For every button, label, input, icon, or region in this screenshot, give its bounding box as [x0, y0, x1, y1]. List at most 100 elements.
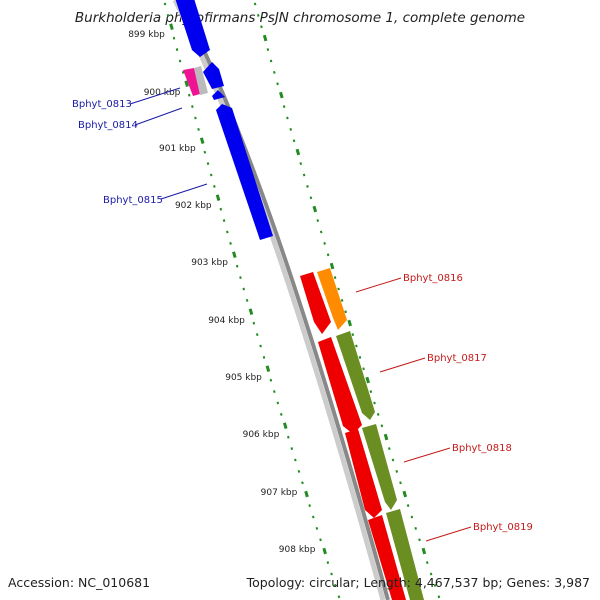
ruler-major-tick: [329, 262, 335, 270]
ruler-major-tick: [282, 422, 288, 429]
ruler-dot: [311, 515, 315, 519]
backbone-shadow: [172, 0, 386, 600]
gene-label-bphyt-0817[interactable]: Bphyt_0817: [427, 353, 487, 364]
ruler-dot: [414, 526, 417, 530]
gene-label-bphyt-0814[interactable]: Bphyt_0814: [78, 120, 138, 131]
ruler-major-tick: [295, 148, 301, 156]
ruler-label: 903 kbp: [191, 258, 228, 268]
ruler-dot: [256, 13, 260, 17]
gene-label-layer: Bphyt_0813 Bphyt_0814 Bphyt_0815 Bphyt_0…: [72, 87, 533, 542]
leader-line: [134, 107, 183, 126]
ruler-major-tick: [279, 91, 284, 99]
gene-olive-1[interactable]: [336, 331, 375, 420]
ruler-major-tick: [215, 194, 221, 201]
ruler-major-tick: [262, 34, 268, 42]
gene-olive-3[interactable]: [386, 509, 424, 600]
gene-red-3[interactable]: [345, 429, 382, 518]
ruler-dot: [245, 298, 249, 302]
ruler-dot: [253, 2, 257, 6]
gene-red-2[interactable]: [318, 337, 362, 434]
ruler-dot: [425, 561, 429, 565]
gene-label-bphyt-0819[interactable]: Bphyt_0819: [473, 522, 533, 533]
ruler-dot: [294, 458, 297, 462]
ruler-label: 905 kbp: [225, 373, 262, 383]
ruler-major-tick: [421, 547, 427, 555]
ruler-dot: [326, 561, 330, 565]
gene-bphyt-0815[interactable]: [216, 104, 273, 240]
ruler-dot: [269, 59, 273, 63]
ruler-dot: [191, 105, 194, 109]
ruler-dot: [323, 241, 326, 245]
ruler-dot: [229, 241, 232, 245]
ruler-dot: [273, 70, 276, 74]
gene-label-bphyt-0816[interactable]: Bphyt_0816: [403, 273, 463, 284]
ruler-dot: [255, 333, 259, 337]
leader-line: [403, 447, 451, 463]
ruler-major-tick: [365, 376, 370, 384]
ruler-dot: [309, 196, 313, 200]
ruler-track-inner: [163, 2, 341, 599]
ruler-major-tick: [265, 365, 271, 372]
ruler-dot: [333, 276, 337, 280]
gene-bphyt-0813[interactable]: [203, 62, 224, 89]
accession-text: Accession: NC_010681: [8, 575, 150, 590]
ruler-label: 908 kbp: [279, 545, 316, 555]
ruler-dot: [362, 367, 365, 371]
ruler-dot: [194, 116, 197, 120]
ruler-dot: [418, 538, 421, 542]
ruler-major-tick: [402, 490, 408, 498]
gene-olive-2[interactable]: [362, 424, 397, 510]
ruler-major-tick: [383, 433, 389, 441]
gene-red-4[interactable]: [368, 515, 406, 600]
ruler-dot: [301, 481, 304, 485]
ruler-dot: [163, 2, 167, 6]
ruler-dot: [391, 458, 395, 462]
leader-line: [379, 357, 426, 373]
ruler-dot: [187, 93, 191, 97]
ruler-dot: [269, 378, 273, 382]
reverse-strand-genes: [174, 0, 273, 240]
gene-orange-1[interactable]: [317, 268, 347, 330]
gene-bphyt-0812[interactable]: [174, 0, 210, 57]
ruler-dot: [235, 264, 239, 268]
ruler-dot: [206, 162, 210, 166]
ruler-dot: [316, 219, 320, 223]
backbone: [178, 0, 390, 600]
gene-label-bphyt-0813[interactable]: Bphyt_0813: [72, 99, 132, 110]
map-title: Burkholderia phytofirmans PsJN chromosom…: [75, 10, 525, 26]
ruler-track-outer: [253, 2, 441, 599]
ruler-label: 906 kbp: [243, 430, 280, 440]
ruler-major-tick: [169, 23, 174, 30]
ruler-label: 899 kbp: [128, 30, 165, 40]
leader-line: [160, 183, 208, 200]
ruler-major-tick: [232, 251, 237, 258]
ruler-major-tick: [347, 319, 352, 327]
gene-pseudo-pink[interactable]: [183, 68, 200, 96]
ruler-major-tick: [184, 80, 189, 87]
ruler-dot: [290, 447, 294, 451]
gene-label-bphyt-0815[interactable]: Bphyt_0815: [103, 195, 163, 206]
ruler-dot: [172, 36, 176, 40]
ruler-dot: [306, 184, 309, 188]
gene-red-1[interactable]: [300, 272, 331, 334]
ruler-label: 907 kbp: [261, 488, 298, 498]
ruler-dot: [406, 504, 410, 508]
ruler-dot: [437, 595, 441, 599]
ruler-dot: [197, 127, 200, 131]
ruler-dot: [175, 48, 179, 52]
ruler-dot: [178, 59, 182, 63]
ruler-dot: [337, 595, 341, 599]
leader-line: [425, 526, 472, 542]
gene-pseudo-grey[interactable]: [194, 66, 208, 95]
ruler-dot: [308, 504, 311, 508]
ruler-dot: [344, 310, 347, 314]
ruler-dot: [259, 344, 262, 348]
ruler-dot: [276, 82, 279, 86]
gene-bphyt-0814[interactable]: [212, 90, 225, 100]
ruler-dot: [166, 13, 170, 17]
ruler-labels: 899 kbp 900 kbp 901 kbp 902 kbp 903 kbp 904 k…: [128, 30, 316, 555]
gene-label-bphyt-0818[interactable]: Bphyt_0818: [452, 443, 512, 454]
ruler-dot: [242, 287, 246, 291]
ruler-dot: [260, 25, 263, 29]
